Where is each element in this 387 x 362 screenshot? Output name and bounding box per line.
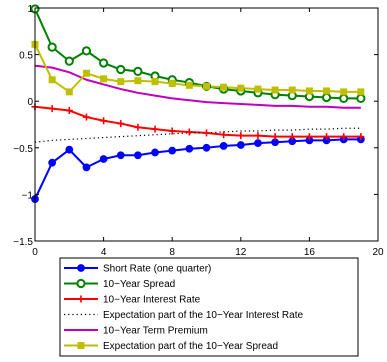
y-tick-label: 1 <box>27 4 33 15</box>
series-3-point <box>100 117 108 125</box>
legend-box <box>59 257 359 357</box>
series-2-point <box>116 64 126 75</box>
series-6-point <box>220 83 228 91</box>
series-6-point <box>82 69 90 77</box>
x-tick-label: 8 <box>169 247 175 258</box>
series-6-point <box>254 85 262 93</box>
series-6-point <box>168 79 176 87</box>
legend-label-3: 10−Year Interest Rate <box>103 295 201 306</box>
series-1-point <box>202 143 211 152</box>
y-tick-label: −0.5 <box>13 144 33 155</box>
legend-label-4: Expectation part of the 10−Year Interest… <box>103 310 303 321</box>
x-tick-label: 4 <box>101 247 107 258</box>
series-1-point <box>219 142 228 150</box>
axis-ticks: 0 4 8 12 16 20 −1.5 −1 −0.5 0 0.5 1 <box>13 4 384 258</box>
series-6-point <box>134 77 142 85</box>
series-3-point <box>271 133 279 141</box>
legend-label-6: Expectation part of the 10−Year Spread <box>103 341 278 352</box>
series-1-point <box>65 145 74 154</box>
series-1-point <box>151 148 159 157</box>
series-6-point <box>271 86 279 94</box>
series-2-point <box>321 92 332 103</box>
series-1-point <box>48 158 57 167</box>
series-1-point <box>134 151 142 160</box>
legend-marker-3 <box>77 295 85 303</box>
series-6-point <box>65 88 73 96</box>
series-1-point <box>82 163 91 172</box>
series-3-point <box>357 133 365 141</box>
y-tick-label: −1.5 <box>13 237 33 248</box>
series-3-point <box>151 125 159 133</box>
series-2-point <box>339 93 349 104</box>
legend-marker-1 <box>77 264 85 272</box>
series-6-point <box>357 88 365 96</box>
plot-frame <box>34 7 379 242</box>
series-1-point <box>99 155 108 163</box>
series-2-point <box>99 58 109 68</box>
x-tick-label: 16 <box>304 247 316 258</box>
x-tick-label: 12 <box>235 247 247 258</box>
series-3-point <box>82 113 90 121</box>
series-3-point <box>134 123 142 131</box>
series-2-point <box>356 93 366 104</box>
series-2-point <box>81 46 92 56</box>
y-tick-label: 0.5 <box>19 51 33 62</box>
series-1-point <box>254 139 262 148</box>
series-3-point <box>237 132 245 140</box>
series-3-point <box>168 127 176 135</box>
legend-marker-6 <box>77 342 85 349</box>
series-6-point <box>288 86 296 94</box>
series-6-point <box>48 76 56 84</box>
series-3-point <box>117 120 125 128</box>
series-2-point <box>64 56 74 66</box>
legend-marker-2 <box>76 278 86 289</box>
plot-markers <box>30 4 366 203</box>
x-tick-label: 0 <box>32 247 38 258</box>
series-line-5 <box>34 64 361 109</box>
legend-label-1: Short Rate (one quarter) <box>103 264 211 275</box>
series-3-point <box>340 133 348 141</box>
y-tick-label: −1 <box>22 190 34 201</box>
series-1-point <box>185 144 194 153</box>
series-3-point <box>288 133 296 141</box>
x-tick-label: 20 <box>372 247 384 258</box>
series-3-point <box>220 131 228 139</box>
series-1-point <box>116 151 125 160</box>
series-3-point <box>48 105 56 113</box>
series-2-point <box>133 66 143 76</box>
legend-label-2: 10−Year Spread <box>103 279 175 290</box>
series-3-point <box>203 129 210 137</box>
series-1-point <box>236 141 245 149</box>
series-6-point <box>203 82 210 90</box>
series-6-point <box>117 78 125 86</box>
series-2-point <box>47 42 57 52</box>
series-6-point <box>151 78 159 86</box>
legend: Short Rate (one quarter) 10−Year Spread 10… <box>59 257 359 357</box>
series-6-point <box>323 87 331 95</box>
series-6-point <box>100 75 108 83</box>
series-6-point <box>305 87 313 95</box>
series-6-point <box>237 84 245 92</box>
series-3-point <box>305 133 313 141</box>
series-1-point <box>168 146 177 155</box>
series-3-point <box>254 132 262 140</box>
series-3-point <box>185 128 193 136</box>
series-3-point <box>323 133 331 141</box>
y-tick-label: 0 <box>27 97 33 108</box>
series-6-point <box>185 81 193 89</box>
legend-label-5: 10−Year Term Premium <box>103 326 208 337</box>
series-6-point <box>340 88 348 96</box>
series-3-point <box>65 107 73 115</box>
